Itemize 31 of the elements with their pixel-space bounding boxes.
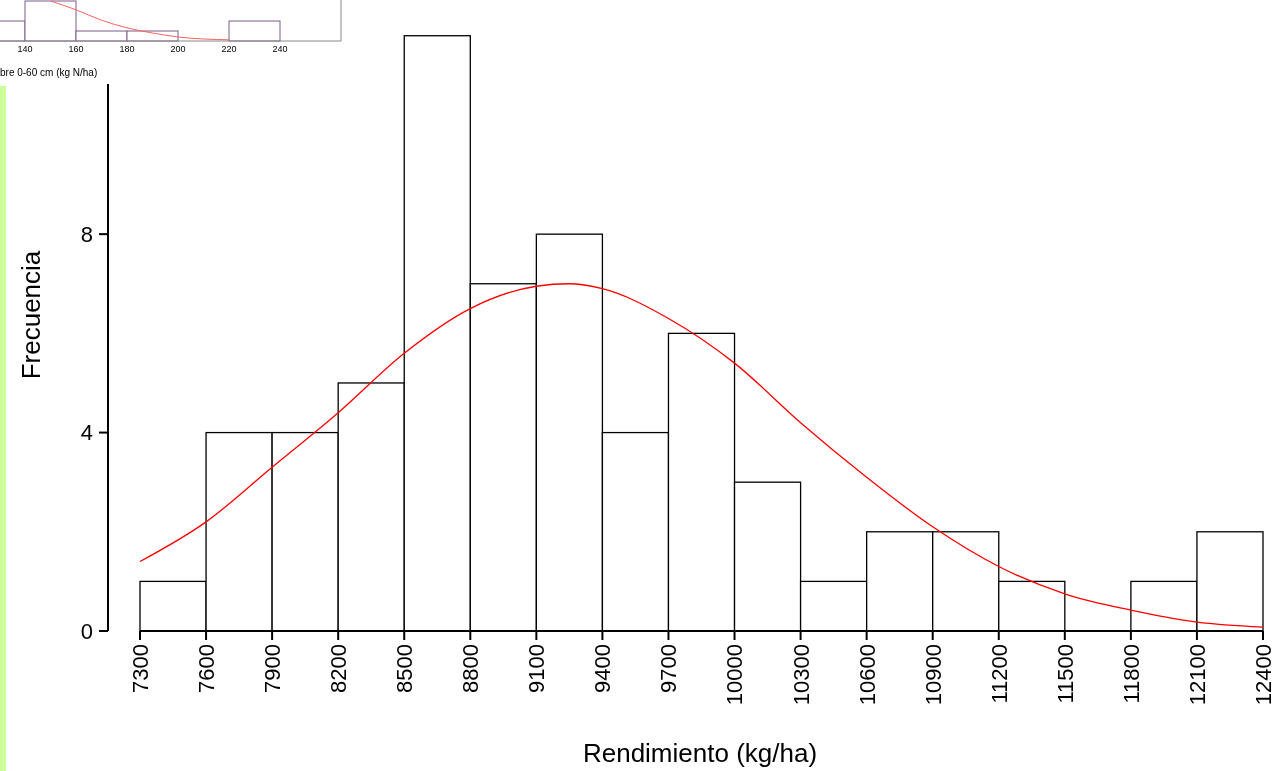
x-tick-label: 11200 — [986, 644, 1012, 704]
x-tick-label: 9400 — [590, 644, 616, 693]
x-axis-title: Rendimiento (kg/ha) — [582, 738, 818, 768]
x-tick-label: 240 — [272, 44, 288, 54]
x-tick-label: 10600 — [854, 644, 880, 706]
x-tick-label: 9100 — [524, 644, 550, 693]
x-tick-label: 12100 — [1184, 644, 1210, 706]
line-series — [139, 283, 1264, 628]
x-tick-label: 180 — [119, 44, 135, 54]
x-tick-label: 10300 — [788, 644, 814, 706]
x-axis-title: bre 0-60 cm (kg N/ha) — [0, 67, 98, 78]
x-tick-label: 7600 — [193, 644, 219, 693]
x-tick-label: 10900 — [920, 644, 946, 706]
x-tick-label: 10000 — [722, 644, 748, 706]
x-tick-label: 9700 — [656, 644, 682, 693]
x-tick-label: 160 — [68, 44, 84, 54]
x-tick-label: 7300 — [127, 644, 153, 693]
y-tick-label: 4 — [80, 420, 93, 446]
x-tick-label: 7900 — [260, 644, 286, 693]
x-tick-label: 12400 — [1250, 644, 1276, 706]
x-tick-label: 220 — [221, 44, 237, 54]
x-tick-label: 8200 — [326, 644, 352, 693]
y-tick-label: 0 — [80, 618, 93, 644]
x-tick-label: 8500 — [392, 644, 418, 693]
y-axis-title: Frecuencia — [16, 250, 46, 380]
x-tick-label: 8800 — [458, 644, 484, 693]
y-tick-label: 8 — [80, 222, 93, 248]
x-tick-label: 200 — [170, 44, 186, 54]
x-tick-label: 11800 — [1118, 644, 1144, 704]
x-tick-label: 11500 — [1052, 644, 1078, 704]
x-tick-label: 140 — [17, 44, 33, 54]
